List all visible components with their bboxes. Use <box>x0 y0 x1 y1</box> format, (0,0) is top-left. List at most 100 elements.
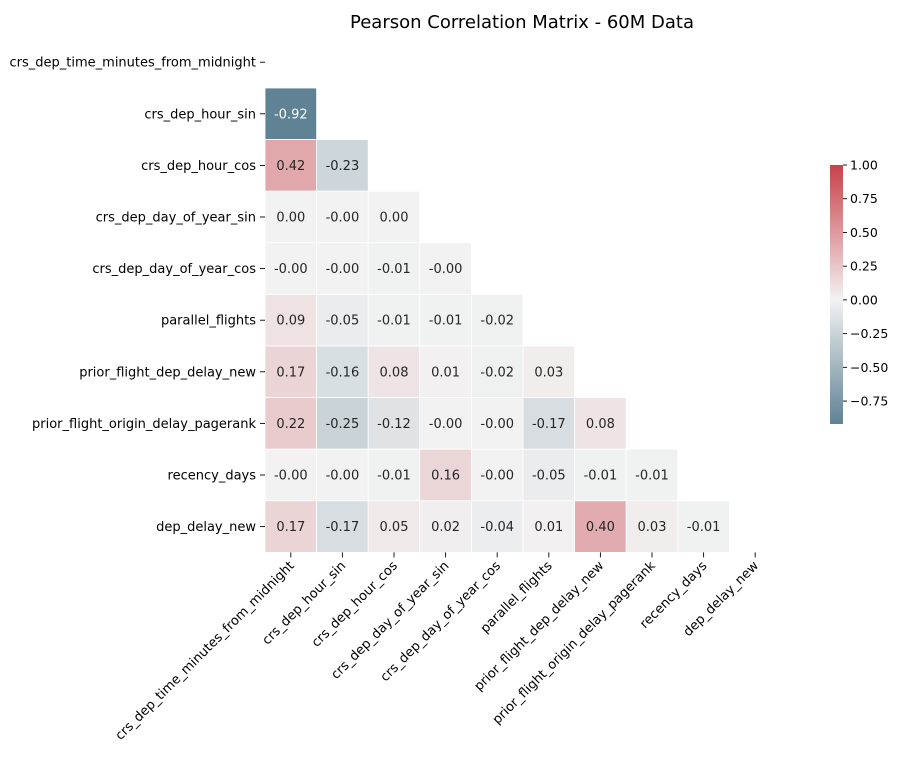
colorbar-tick-label: −0.75 <box>850 394 888 409</box>
cell-value-label: 0.03 <box>534 365 563 380</box>
cell-value-label: -0.00 <box>480 417 514 432</box>
heatmap-cell <box>522 397 575 450</box>
heatmap-cell <box>470 500 524 553</box>
cell-value-label: -0.00 <box>326 469 360 484</box>
cell-value-label: -0.00 <box>326 211 360 226</box>
cell-value-label: -0.01 <box>377 262 411 277</box>
cell-value-label: -0.01 <box>584 469 618 484</box>
cell-value-label: -0.16 <box>326 365 360 380</box>
heatmap-cell <box>574 397 627 450</box>
cell-value-label: -0.00 <box>480 469 514 484</box>
heatmap-cell <box>367 500 421 553</box>
cell-value-label: -0.01 <box>429 314 463 329</box>
cell-value-label: -0.17 <box>326 520 360 535</box>
heatmap-cell <box>264 87 317 140</box>
heatmap-cell <box>367 345 421 398</box>
cell-value-label: -0.01 <box>687 520 721 535</box>
y-tick-label: prior_flight_origin_delay_pagerank <box>32 417 256 432</box>
colorbar-tick-label: 0.75 <box>850 191 878 206</box>
cell-value-label: 0.01 <box>534 520 563 535</box>
heatmap-cell <box>574 500 627 553</box>
cell-value-label: -0.02 <box>480 314 514 329</box>
cell-value-label: 0.40 <box>586 520 615 535</box>
cell-value-label: -0.00 <box>326 262 360 277</box>
cell-value-label: 0.16 <box>431 469 460 484</box>
heatmap-cell <box>367 190 421 244</box>
heatmap-cell <box>264 500 317 553</box>
x-axis-ticks: crs_dep_time_minutes_from_midnightcrs_de… <box>113 552 762 744</box>
colorbar-bar <box>830 165 843 424</box>
cell-value-label: -0.05 <box>532 469 566 484</box>
heatmap-cell <box>419 500 472 553</box>
heatmap-cell <box>522 500 575 553</box>
cell-value-label: -0.04 <box>480 520 514 535</box>
cell-value-label: -0.00 <box>429 262 463 277</box>
heatmap-cells: -0.92 0.42 -0.23 0.00 -0.00 0.00 -0.00 -0.00 -0.… <box>264 87 730 553</box>
colorbar-tick-label: 1.00 <box>850 158 878 173</box>
colorbar-tick-label: −0.50 <box>850 360 888 375</box>
cell-value-label: -0.01 <box>377 314 411 329</box>
heatmap-cell <box>419 293 472 347</box>
cell-value-label: 0.08 <box>586 417 615 432</box>
cell-value-label: -0.00 <box>274 469 308 484</box>
cell-value-label: -0.23 <box>326 159 360 174</box>
heatmap-cell <box>316 345 369 398</box>
cell-value-label: -0.01 <box>377 469 411 484</box>
y-tick-label: dep_delay_new <box>156 520 256 535</box>
heatmap-cell <box>625 448 679 502</box>
heatmap-cell <box>264 448 317 502</box>
y-tick-label: crs_dep_hour_sin <box>144 107 256 122</box>
heatmap-cell <box>316 139 369 192</box>
colorbar-tick-label: −0.25 <box>850 326 888 341</box>
y-tick-label: crs_dep_day_of_year_cos <box>92 262 256 277</box>
y-tick-label: crs_dep_day_of_year_sin <box>96 211 256 226</box>
colorbar: 1.00 0.75 0.50 0.25 0.00 −0.25 −0.50 −0.75 <box>830 158 888 424</box>
heatmap-cell <box>316 397 369 450</box>
cell-value-label: 0.00 <box>380 211 409 226</box>
cell-value-label: 0.00 <box>276 211 305 226</box>
y-tick-label: parallel_flights <box>161 314 256 329</box>
heatmap-cell <box>419 242 472 295</box>
y-tick-label: crs_dep_hour_cos <box>141 159 256 174</box>
heatmap-cell <box>419 397 472 450</box>
cell-value-label: -0.17 <box>532 417 566 432</box>
y-tick-label: prior_flight_dep_delay_new <box>79 365 256 380</box>
cell-value-label: -0.12 <box>377 417 411 432</box>
heatmap-cell <box>316 242 369 295</box>
heatmap-cell <box>470 345 524 398</box>
cell-value-label: 0.17 <box>276 520 305 535</box>
colorbar-tick-label: 0.25 <box>850 259 878 274</box>
colorbar-tick-label: 0.50 <box>850 225 878 240</box>
heatmap-cell <box>316 293 369 347</box>
heatmap-cell <box>264 397 317 450</box>
cell-value-label: -0.00 <box>429 417 463 432</box>
heatmap-cell <box>264 139 317 192</box>
cell-value-label: -0.02 <box>480 365 514 380</box>
cell-value-label: 0.09 <box>276 314 305 329</box>
cell-value-label: 0.02 <box>431 520 460 535</box>
y-tick-label: recency_days <box>168 469 257 484</box>
heatmap-cell <box>264 190 317 244</box>
cell-value-label: 0.22 <box>276 417 305 432</box>
cell-value-label: -0.01 <box>635 469 669 484</box>
cell-value-label: 0.05 <box>380 520 409 535</box>
y-axis-ticks: crs_dep_time_minutes_from_midnight crs_de… <box>10 56 265 535</box>
heatmap-cell <box>522 345 575 398</box>
heatmap-cell <box>419 345 472 398</box>
x-tick-label: crs_dep_hour_cos <box>309 558 401 650</box>
heatmap-cell <box>316 500 369 553</box>
cell-value-label: 0.08 <box>380 365 409 380</box>
chart-title: Pearson Correlation Matrix - 60M Data <box>350 12 694 33</box>
cell-value-label: 0.17 <box>276 365 305 380</box>
heatmap-cell <box>470 293 524 347</box>
cell-value-label: -0.05 <box>326 314 360 329</box>
cell-value-label: -0.25 <box>326 417 360 432</box>
colorbar-tick-label: 0.00 <box>850 292 878 307</box>
heatmap-cell <box>677 500 730 553</box>
y-tick-label: crs_dep_time_minutes_from_midnight <box>10 56 256 71</box>
cell-value-label: 0.03 <box>638 520 667 535</box>
cell-value-label: -0.92 <box>274 107 308 122</box>
cell-value-label: 0.42 <box>276 159 305 174</box>
cell-value-label: -0.00 <box>274 262 308 277</box>
